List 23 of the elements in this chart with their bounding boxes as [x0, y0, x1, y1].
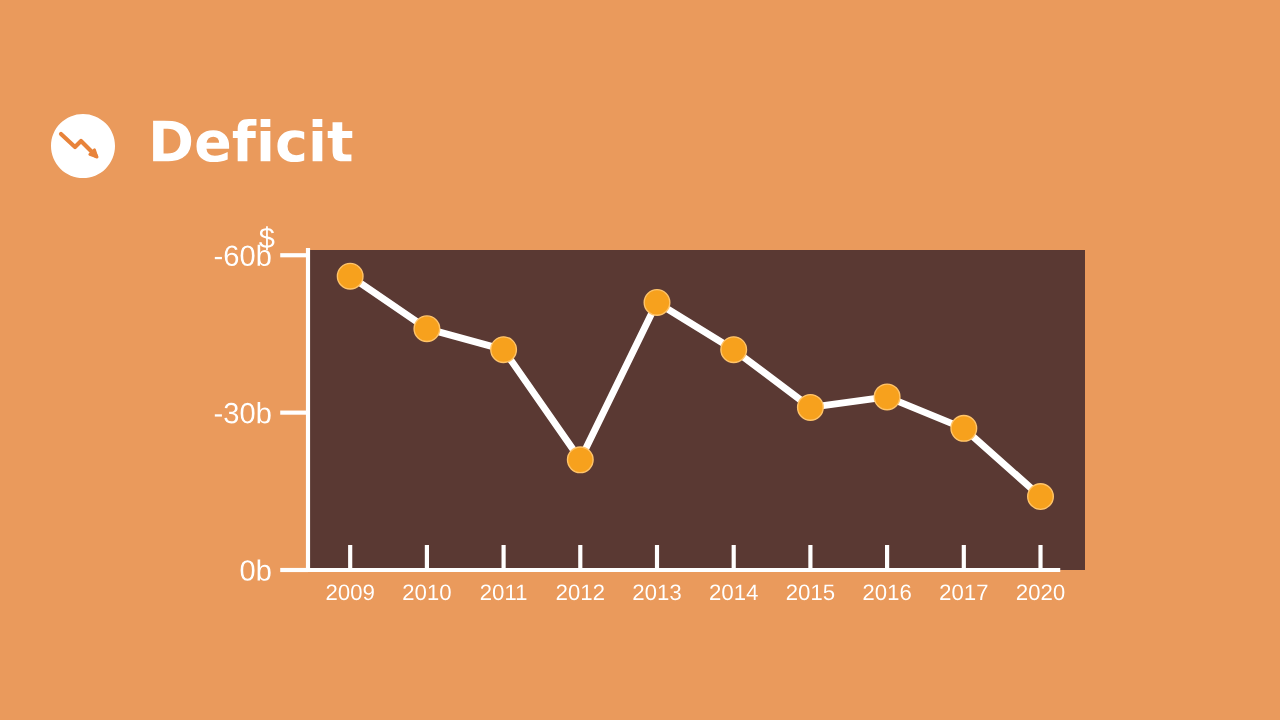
point [873, 383, 901, 411]
x-tick-label: 2017 [940, 584, 988, 601]
point [566, 446, 594, 474]
x-tick-label: 2014 [710, 584, 758, 601]
point [720, 336, 748, 364]
x-tick-label: 2016 [863, 584, 911, 601]
x-tick-label: 2012 [556, 584, 604, 601]
point [643, 288, 671, 316]
y-tick-label: 0b [240, 559, 271, 581]
x-tick-label: 2010 [403, 584, 451, 601]
x-tick-label: 2013 [633, 584, 681, 601]
point [336, 262, 364, 290]
x-tick-label: 2009 [326, 584, 374, 601]
x-tick-label: 2011 [480, 584, 527, 601]
point [950, 414, 978, 442]
point [796, 393, 824, 421]
y-tick-label: -30b [214, 402, 271, 424]
point [413, 315, 441, 343]
chart-title: Deficit [153, 119, 353, 163]
x-tick-label: 2015 [786, 584, 835, 601]
x-tick-label: 2020 [1016, 584, 1065, 601]
point [1027, 483, 1055, 511]
point [490, 336, 518, 364]
